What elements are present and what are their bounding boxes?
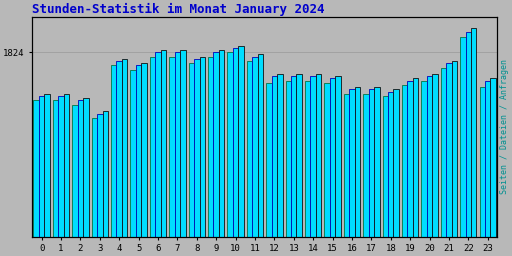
Bar	[432, 74, 438, 237]
Bar	[122, 59, 127, 237]
Bar	[233, 48, 238, 237]
Bar	[194, 59, 200, 237]
Bar	[180, 50, 185, 237]
Bar	[111, 65, 117, 237]
Bar	[252, 57, 258, 237]
Bar	[349, 90, 355, 237]
Bar	[296, 74, 302, 237]
Bar	[452, 61, 457, 237]
Bar	[131, 70, 136, 237]
Bar	[39, 96, 45, 237]
Bar	[388, 92, 394, 237]
Bar	[310, 76, 316, 237]
Bar	[316, 74, 322, 237]
Bar	[277, 74, 283, 237]
Bar	[421, 81, 427, 237]
Bar	[200, 57, 205, 237]
Bar	[325, 83, 330, 237]
Bar	[330, 79, 335, 237]
Bar	[363, 94, 369, 237]
Bar	[402, 85, 408, 237]
Bar	[471, 28, 477, 237]
Bar	[92, 118, 97, 237]
Bar	[413, 79, 418, 237]
Bar	[169, 57, 175, 237]
Bar	[78, 100, 83, 237]
Bar	[238, 46, 244, 237]
Bar	[102, 111, 108, 237]
Bar	[408, 81, 413, 237]
Bar	[490, 79, 496, 237]
Bar	[117, 61, 122, 237]
Bar	[97, 114, 102, 237]
Bar	[460, 37, 465, 237]
Bar	[446, 63, 452, 237]
Bar	[188, 63, 194, 237]
Bar	[155, 52, 161, 237]
Bar	[141, 63, 147, 237]
Bar	[175, 52, 180, 237]
Bar	[291, 76, 296, 237]
Bar	[45, 94, 50, 237]
Bar	[266, 83, 272, 237]
Bar	[150, 57, 155, 237]
Bar	[485, 81, 490, 237]
Bar	[305, 81, 310, 237]
Bar	[83, 98, 89, 237]
Bar	[382, 96, 388, 237]
Bar	[63, 94, 69, 237]
Bar	[374, 87, 379, 237]
Bar	[355, 87, 360, 237]
Bar	[427, 76, 432, 237]
Bar	[335, 76, 340, 237]
Text: Stunden-Statistik im Monat January 2024: Stunden-Statistik im Monat January 2024	[32, 3, 325, 16]
Bar	[136, 65, 141, 237]
Bar	[258, 54, 263, 237]
Bar	[161, 50, 166, 237]
Bar	[33, 100, 39, 237]
Bar	[227, 52, 233, 237]
Bar	[480, 87, 485, 237]
Bar	[441, 68, 446, 237]
Bar	[53, 100, 58, 237]
Bar	[58, 96, 63, 237]
Bar	[72, 105, 78, 237]
Bar	[219, 50, 224, 237]
Bar	[394, 90, 399, 237]
Bar	[344, 94, 349, 237]
Bar	[369, 90, 374, 237]
Bar	[208, 57, 214, 237]
Bar	[214, 52, 219, 237]
Bar	[286, 81, 291, 237]
Bar	[272, 76, 277, 237]
Y-axis label: Seiten / Dateien / Anfragen: Seiten / Dateien / Anfragen	[500, 59, 509, 194]
Bar	[247, 61, 252, 237]
Bar	[465, 33, 471, 237]
